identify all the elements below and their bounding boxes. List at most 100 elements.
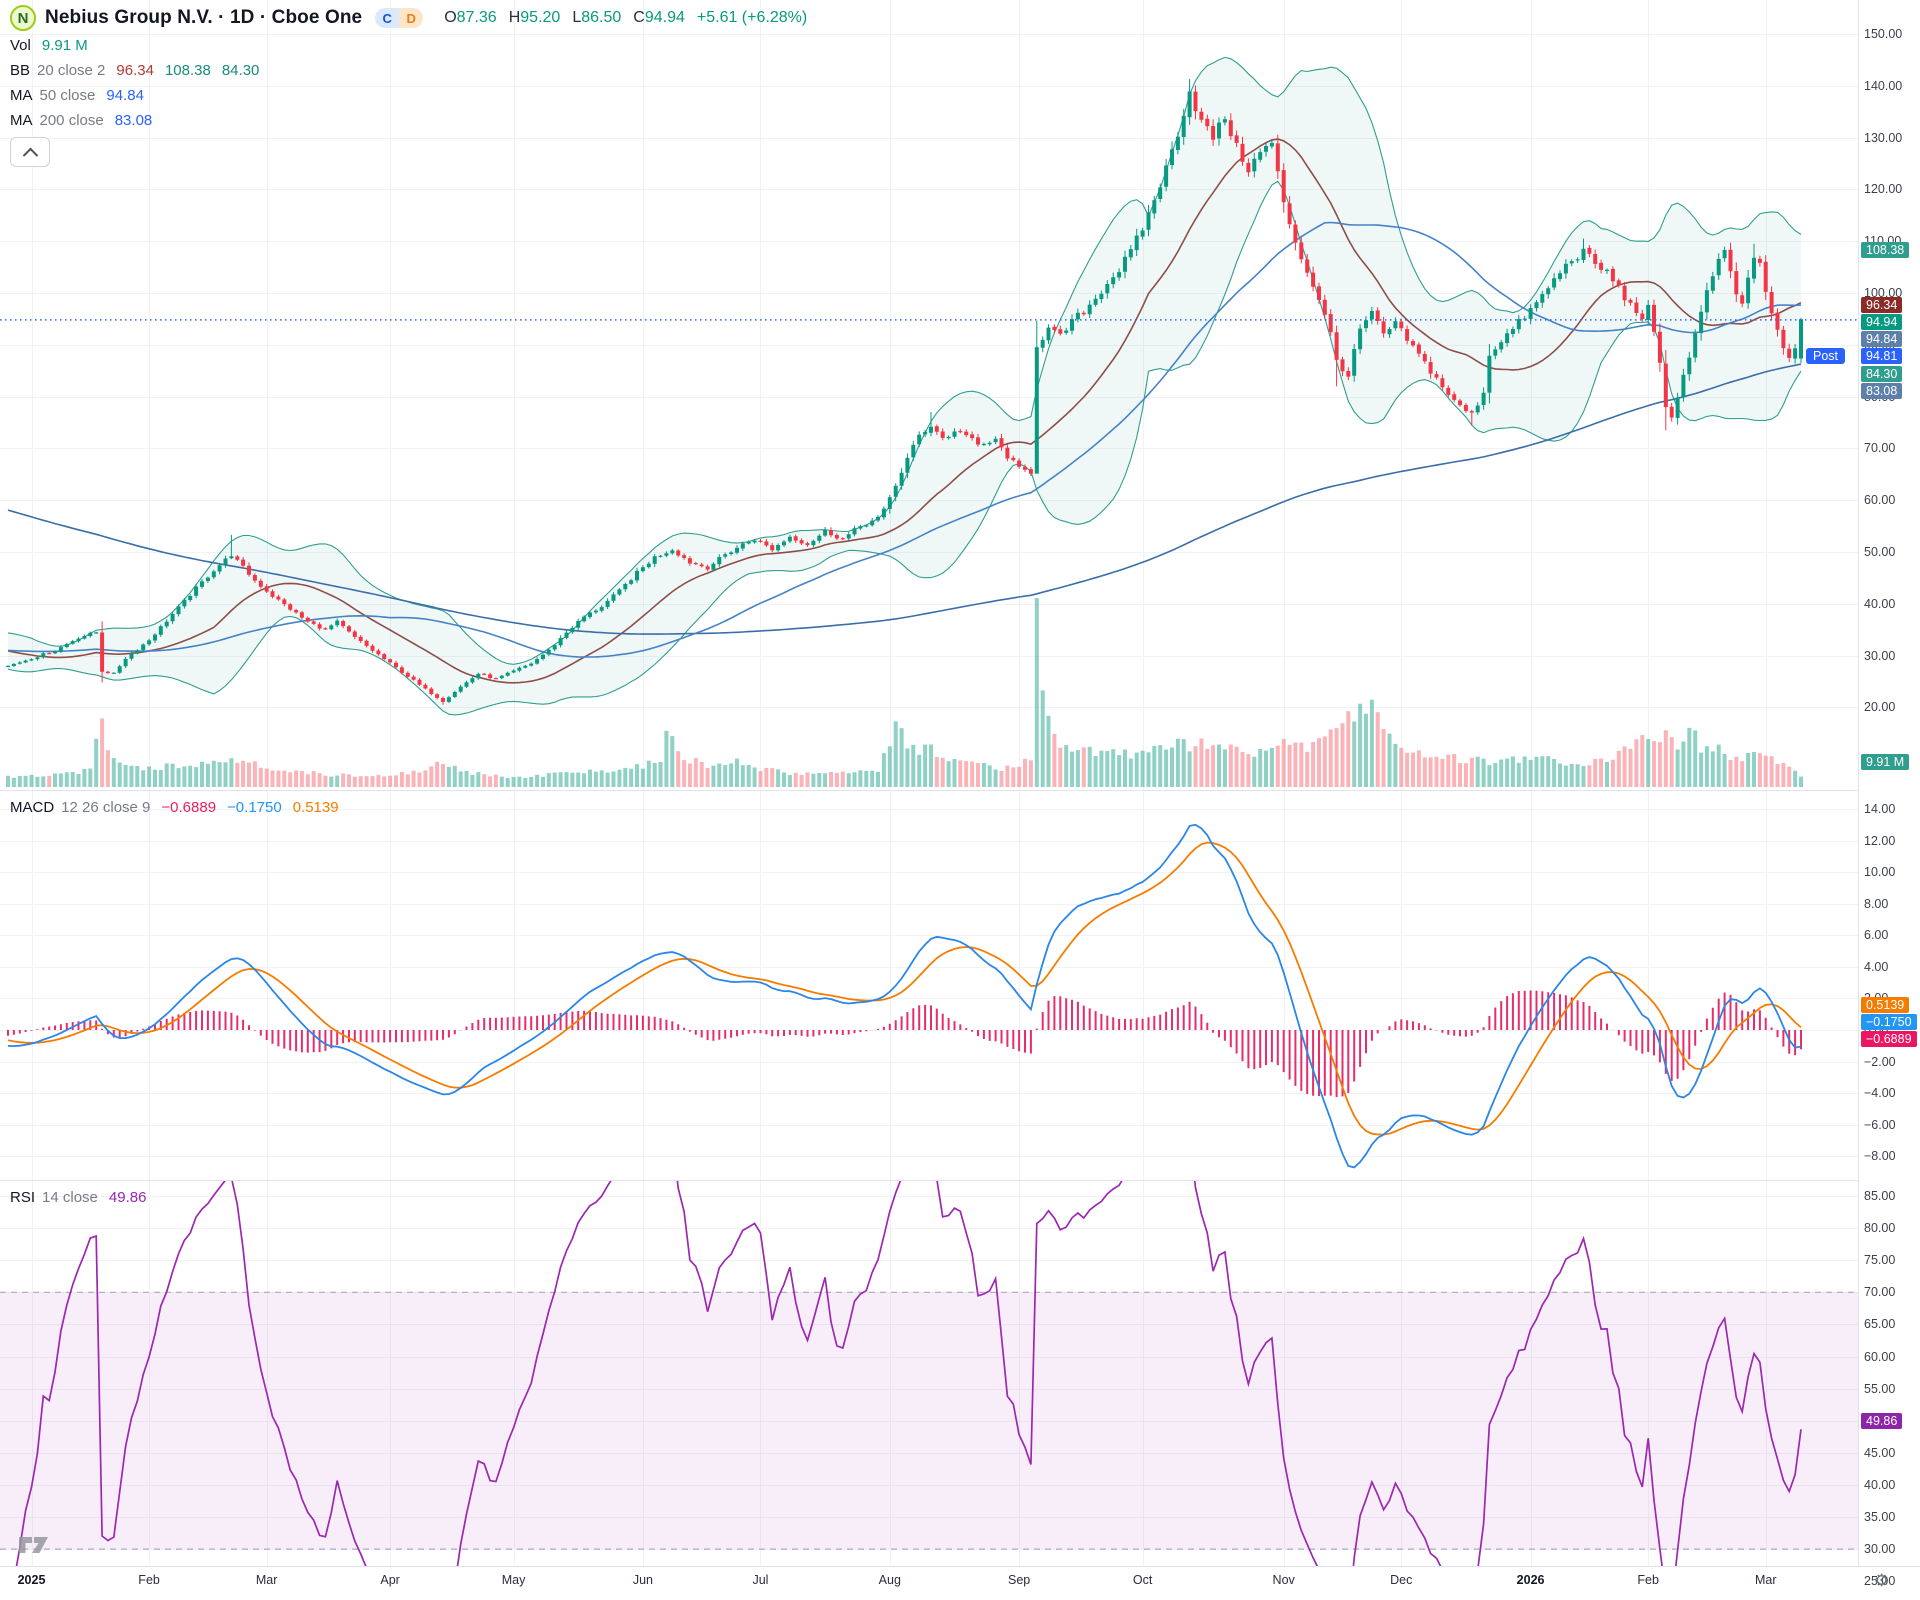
rsi-badge: 49.86 <box>1861 1413 1903 1429</box>
ma50-params: 50 close <box>39 87 96 104</box>
rsi-tick-label: 70.00 <box>1864 1285 1896 1300</box>
collapse-indicators-button[interactable] <box>10 137 50 167</box>
legend-row-rsi[interactable]: RSI 14 close 49.86 <box>10 1185 146 1210</box>
macd-tick-label: 8.00 <box>1864 896 1889 911</box>
bb-upper-badge: 108.38 <box>1861 242 1910 258</box>
ohlc-letter: C <box>633 9 645 26</box>
legend-row-bb[interactable]: BB 20 close 2 96.34 108.38 84.30 <box>10 58 807 83</box>
bb-upper-value: 108.38 <box>164 62 211 79</box>
price-tick-label: 70.00 <box>1864 441 1896 456</box>
time-axis-label: 2025 <box>17 1573 46 1587</box>
ma50-label: MA <box>10 87 33 104</box>
macd-tick-label: 6.00 <box>1864 928 1889 943</box>
legend-row-volume[interactable]: Vol 9.91 M <box>10 33 807 58</box>
last-price-badge: 94.94 <box>1861 314 1903 330</box>
rsi-value: 49.86 <box>108 1189 147 1206</box>
time-axis-label: Feb <box>1637 1573 1659 1587</box>
legend: N Nebius Group N.V. · 1D · Cboe One C D … <box>10 4 807 167</box>
macd-params: 12 26 close 9 <box>61 799 151 816</box>
time-axis-label: Sep <box>1008 1573 1031 1587</box>
macd-tick-label: 12.00 <box>1864 833 1896 848</box>
ohlc-pair: C94.94 <box>633 9 685 27</box>
chevron-up-icon <box>22 147 38 163</box>
time-axis-label: Oct <box>1132 1573 1153 1587</box>
bb-basis-badge: 96.34 <box>1861 297 1903 313</box>
time-axis-label: Aug <box>878 1573 901 1587</box>
cboe-icon[interactable]: C <box>375 8 400 28</box>
price-tick-label: 30.00 <box>1864 648 1896 663</box>
rsi-label: RSI <box>10 1189 36 1206</box>
delayed-data-icon[interactable]: D <box>399 8 424 28</box>
gear-icon[interactable]: ⚙ <box>1874 1571 1890 1590</box>
bb-lower-value: 84.30 <box>221 62 260 79</box>
rsi-tick-label: 85.00 <box>1864 1189 1896 1203</box>
legend-row-ma50[interactable]: MA 50 close 94.84 <box>10 83 807 108</box>
rsi-params: 14 close <box>42 1189 98 1206</box>
bb-label: BB <box>10 62 31 79</box>
rsi-tick-label: 35.00 <box>1864 1510 1896 1524</box>
rsi-tick-label: 45.00 <box>1864 1445 1896 1460</box>
macd-tick-label: −4.00 <box>1864 1086 1896 1101</box>
time-axis-label: Jul <box>752 1573 769 1587</box>
rsi-tick-label: 80.00 <box>1864 1221 1896 1236</box>
ohlc-letter: O <box>444 9 457 26</box>
volume-badge: 9.91 M <box>1861 754 1910 770</box>
rsi-tick-label: 40.00 <box>1864 1477 1896 1492</box>
ohlc-values: O87.36 H95.20 L86.50 C94.94 +5.61 (+6.28%) <box>444 9 807 27</box>
bb-basis-value: 96.34 <box>116 62 154 79</box>
ma50-value: 94.84 <box>106 87 144 104</box>
rsi-tick-label: 30.00 <box>1864 1542 1896 1557</box>
macd-tick-label: −8.00 <box>1864 1149 1896 1164</box>
price-axis[interactable] <box>1858 0 1920 1600</box>
ma200-params: 200 close <box>39 112 104 129</box>
legend-row-ma200[interactable]: MA 200 close 83.08 <box>10 108 807 133</box>
price-tick-label: 140.00 <box>1864 78 1903 93</box>
tradingview-logo[interactable] <box>18 1534 52 1556</box>
legend-row-macd[interactable]: MACD 12 26 close 9 −0.6889 −0.1750 0.513… <box>10 795 339 820</box>
time-axis-label: Nov <box>1272 1573 1295 1587</box>
volume-value: 9.91 M <box>41 37 88 54</box>
rsi-tick-label: 60.00 <box>1864 1349 1896 1364</box>
price-tick-label: 130.00 <box>1864 130 1903 145</box>
macd-tick-label: 10.00 <box>1864 865 1896 880</box>
change-value: +5.61 (+6.28%) <box>696 9 808 26</box>
rsi-tick-label: 65.00 <box>1864 1317 1896 1332</box>
market-status-pills: C D <box>375 8 424 28</box>
macd-line-value: −0.1750 <box>227 799 282 816</box>
ohlc-pair: L86.50 <box>572 9 621 27</box>
rsi-tick-label: 25.00 <box>1864 1574 1896 1589</box>
macd-line-badge: −0.1750 <box>1861 1014 1917 1030</box>
time-axis-label: Mar <box>1754 1573 1777 1587</box>
time-axis-label: Mar <box>255 1573 278 1587</box>
ohlc-pair: H95.20 <box>509 9 561 27</box>
time-axis-label: Dec <box>1390 1573 1413 1587</box>
time-axis-label: May <box>501 1573 526 1587</box>
time-axis-label: Jun <box>632 1573 653 1587</box>
rsi-tick-label: 55.00 <box>1864 1381 1896 1396</box>
price-tick-label: 60.00 <box>1864 493 1896 508</box>
price-tick-label: 40.00 <box>1864 596 1896 611</box>
ohlc-value: 94.94 <box>644 9 685 26</box>
ma200-value: 83.08 <box>114 112 153 129</box>
bb-lower-badge: 84.30 <box>1861 366 1903 382</box>
ohlc-value: 87.36 <box>456 9 497 26</box>
price-tick-label: 50.00 <box>1864 545 1896 559</box>
price-tick-label: 20.00 <box>1864 700 1896 715</box>
macd-tick-label: −2.00 <box>1864 1054 1896 1069</box>
macd-signal-value: 0.5139 <box>292 799 339 816</box>
symbol-header[interactable]: N Nebius Group N.V. · 1D · Cboe One C D … <box>10 4 807 32</box>
ma200-badge: 83.08 <box>1861 383 1903 399</box>
time-axis-label: 2026 <box>1516 1573 1545 1587</box>
time-axis[interactable] <box>0 1566 1920 1600</box>
symbol-title[interactable]: Nebius Group N.V. · 1D · Cboe One <box>45 7 363 28</box>
post-market-chip: Post <box>1806 348 1846 364</box>
macd-signal-badge: 0.5139 <box>1861 997 1910 1013</box>
macd-tick-label: −6.00 <box>1864 1117 1896 1132</box>
price-tick-label: 150.00 <box>1864 27 1903 41</box>
price-tick-label: 120.00 <box>1864 182 1903 197</box>
post-price-badge: 94.81 <box>1861 348 1903 364</box>
macd-hist-badge: −0.6889 <box>1861 1031 1917 1047</box>
macd-hist-value: −0.6889 <box>161 799 217 816</box>
